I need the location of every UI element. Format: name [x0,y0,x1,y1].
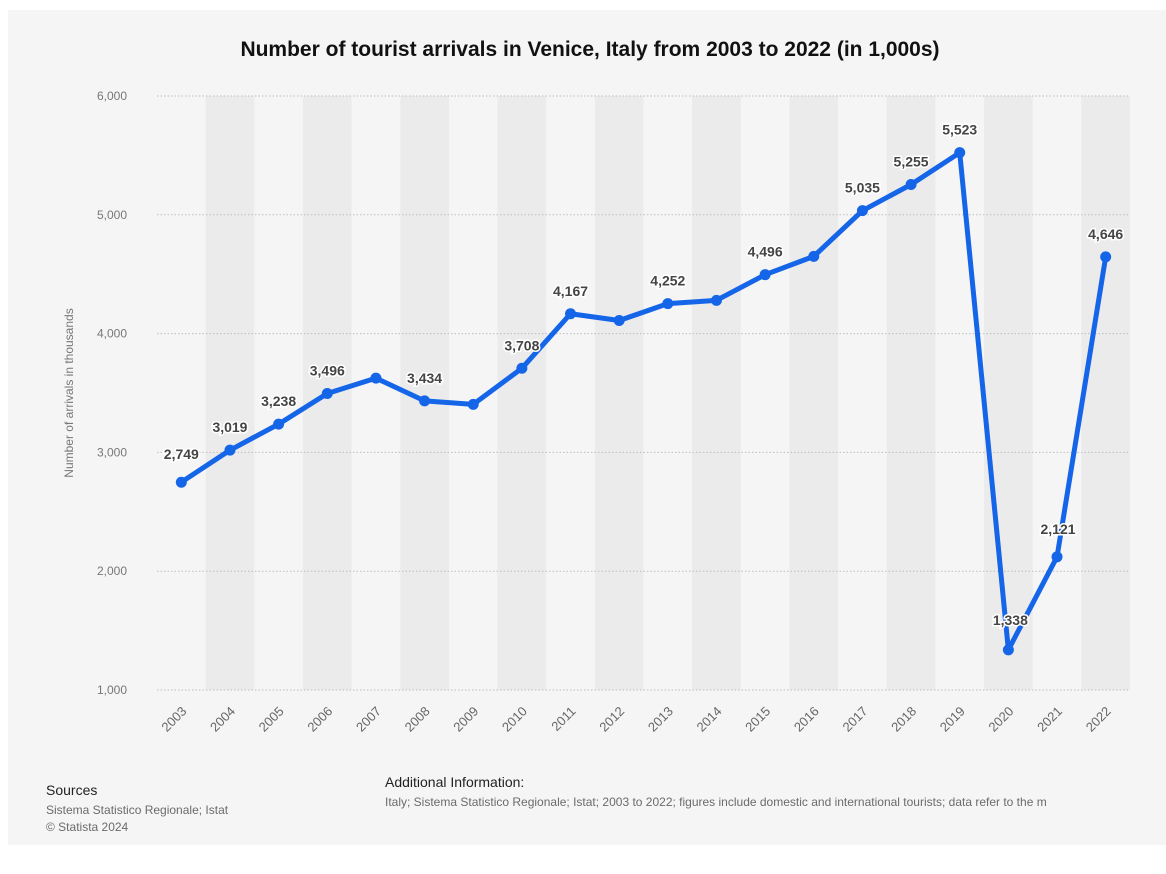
additional-info-block: Additional Information: Italy; Sistema S… [385,774,1166,811]
chart-card [8,10,1166,845]
column-band [984,96,1033,690]
data-label: 5,255 [894,154,929,170]
data-point [905,179,917,191]
data-point [321,387,333,399]
data-label: 2,749 [164,446,199,462]
data-label: 5,035 [845,180,880,196]
data-point [565,308,577,320]
data-label: 3,019 [212,419,247,435]
sources-block: Sources Sistema Statistico Regionale; Is… [46,782,228,836]
column-band [692,96,741,690]
data-label: 4,252 [650,273,685,289]
x-tick-label: 2018 [888,704,919,735]
data-point [224,444,236,456]
additional-info-heading: Additional Information: [385,774,525,790]
x-tick-label: 2021 [1034,704,1065,735]
x-tick-label: 2016 [791,704,822,735]
data-point [710,294,722,306]
data-point [759,269,771,281]
data-point [516,362,528,374]
data-label: 3,496 [310,362,345,378]
column-bands [205,96,1130,690]
y-tick-label: 4,000 [97,327,127,341]
y-tick-label: 3,000 [97,445,127,459]
data-points [175,147,1112,656]
data-label: 3,238 [261,393,296,409]
y-axis-ticks: 1,000 2,000 3,000 4,000 5,000 6,000 [97,89,127,697]
x-tick-label: 2011 [548,704,578,734]
y-tick-label: 2,000 [97,564,127,578]
data-point [613,315,625,327]
data-point [175,476,187,488]
sources-heading: Sources [46,782,98,798]
data-point [467,398,479,410]
series-line [178,150,1109,653]
column-band [205,96,255,690]
column-band [789,96,839,690]
data-point [954,147,966,159]
data-point [370,372,382,384]
data-point [1002,644,1014,656]
x-tick-label: 2022 [1083,704,1114,735]
data-label: 4,646 [1088,226,1123,242]
x-tick-label: 2006 [304,704,335,735]
x-tick-label: 2003 [158,704,189,735]
data-point [1051,551,1063,563]
y-tick-label: 5,000 [97,208,127,222]
x-tick-label: 2010 [499,704,530,735]
y-tick-label: 1,000 [97,683,127,697]
gridlines [157,95,1130,691]
data-label: 5,523 [942,122,977,138]
x-tick-label: 2012 [596,704,627,735]
additional-info-text: Italy; Sistema Statistico Regionale; Ist… [385,795,1047,809]
data-label: 1,338 [993,612,1028,628]
x-tick-label: 2005 [256,704,287,735]
sources-text: Sistema Statistico Regionale; Istat [46,803,229,817]
column-band [1081,96,1130,690]
data-labels: 2,749 3,019 3,238 3,496 3,434 3,708 4,167 4,252… [162,120,1125,629]
y-tick-label: 6,000 [97,89,127,103]
chart-title: Number of tourist arrivals in Venice, It… [240,38,940,61]
data-point [856,205,868,217]
x-tick-label: 2008 [402,704,433,735]
x-tick-label: 2019 [937,704,968,735]
data-point [419,395,431,407]
data-label: 4,167 [553,283,588,299]
data-point [273,418,285,430]
data-label: 3,434 [407,370,442,386]
x-tick-label: 2007 [353,704,384,735]
data-point [1100,251,1112,263]
copyright-text: © Statista 2024 [46,820,129,834]
x-tick-label: 2017 [839,704,870,735]
x-tick-label: 2015 [742,704,773,735]
x-tick-label: 2020 [985,704,1016,735]
column-band [497,96,547,690]
x-tick-label: 2004 [207,704,238,735]
data-label: 2,121 [1041,521,1076,537]
column-band [594,96,644,690]
y-axis-label: Number of arrivals in thousands [62,308,76,477]
data-label: 4,496 [748,244,783,260]
x-tick-label: 2009 [450,704,481,735]
x-tick-label: 2013 [645,704,676,735]
data-point [808,250,820,262]
x-tick-label: 2014 [694,704,725,735]
x-axis-ticks: 2003 2004 2005 2006 2007 2008 2009 2010 2011 2012… [158,704,1113,735]
data-label: 3,708 [504,337,539,353]
data-point [662,298,674,310]
